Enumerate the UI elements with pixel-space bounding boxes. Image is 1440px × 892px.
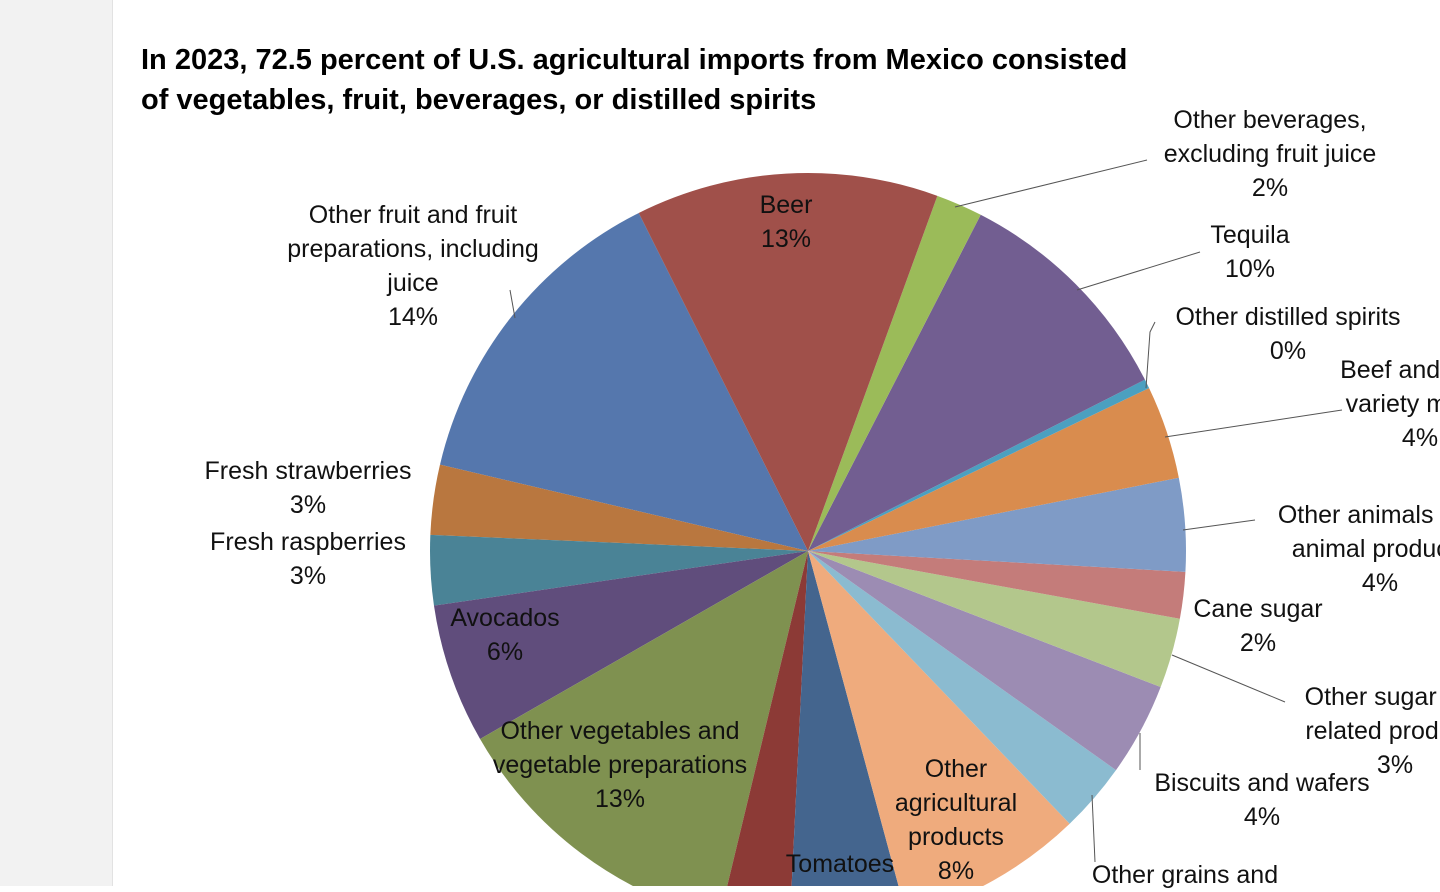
pie-slice xyxy=(808,214,1145,551)
pie-slice xyxy=(430,534,808,606)
slice-name: Fresh strawberries xyxy=(204,457,412,485)
slice-label: Other agricultural products 8% xyxy=(871,752,1041,888)
pie-slice xyxy=(808,551,1180,688)
slice-label: Other vegetables and vegetable preparati… xyxy=(490,714,750,816)
leader-line xyxy=(1171,654,1286,703)
slice-name: Fresh raspberries xyxy=(210,528,406,556)
leader-line xyxy=(1145,321,1156,389)
slice-name: Other vegetables and vegetable preparati… xyxy=(492,717,748,779)
pie-slice xyxy=(808,379,1150,551)
slice-value: 4% xyxy=(1361,569,1399,597)
pie-slice xyxy=(638,173,938,551)
slice-name: Other agricultural products xyxy=(894,755,1018,851)
slice-value: 3% xyxy=(289,491,327,519)
slice-value: 4% xyxy=(1401,424,1439,452)
slice-label: Beer 13% xyxy=(726,188,846,256)
slice-name: Biscuits and wafers xyxy=(1154,769,1370,797)
slice-value: 6% xyxy=(486,638,524,666)
slice-name: Cane sugar xyxy=(1193,595,1323,623)
slice-value: 13% xyxy=(594,785,646,813)
pie-slice xyxy=(808,551,1070,886)
slice-label: Other sugar and related products 3% xyxy=(1275,680,1440,782)
slice-value: 4% xyxy=(1243,803,1281,831)
pie-slice xyxy=(727,551,808,886)
slice-value: 3% xyxy=(289,562,327,590)
pie-slice xyxy=(808,477,1186,572)
slice-label: Tomatoes xyxy=(770,847,910,881)
slice-label: Tequila 10% xyxy=(1170,218,1330,286)
chart-title: In 2023, 72.5 percent of U.S. agricultur… xyxy=(141,44,1128,116)
slice-label: Other beverages, excluding fruit juice 2% xyxy=(1130,103,1410,205)
pie-slice xyxy=(808,388,1179,551)
slice-name: Tomatoes xyxy=(785,850,895,878)
pie-slice xyxy=(808,551,1186,619)
leader-line xyxy=(954,159,1148,208)
slice-value: 13% xyxy=(760,225,812,253)
slice-label: Avocados 6% xyxy=(430,601,580,669)
slice-name: Beer xyxy=(759,191,813,219)
pie-slice xyxy=(480,551,808,886)
slice-name: Other sugar and related products xyxy=(1304,683,1440,745)
slice-value: 0% xyxy=(1269,337,1307,365)
side-panel xyxy=(0,0,113,886)
leader-line xyxy=(1164,409,1343,438)
slice-value: 14% xyxy=(387,303,439,331)
slice-label: Biscuits and wafers 4% xyxy=(1122,766,1402,834)
pie-slice xyxy=(791,551,899,886)
slice-value: 2% xyxy=(1239,629,1277,657)
pie-slice xyxy=(430,464,808,551)
slice-name: Other grains and xyxy=(1091,861,1279,889)
slice-value: 10% xyxy=(1224,255,1276,283)
slice-value: 2% xyxy=(1251,174,1289,202)
slice-label: Beef and veal, variety meats 4% xyxy=(1320,353,1440,455)
slice-label: Fresh strawberries 3% xyxy=(178,454,438,522)
pie-slice xyxy=(808,551,1116,824)
slice-name: Other distilled spirits xyxy=(1175,303,1401,331)
slice-name: Tequila xyxy=(1210,221,1290,249)
slice-label: Fresh raspberries 3% xyxy=(178,525,438,593)
slice-name: Other animals and animal products xyxy=(1277,501,1440,563)
slice-label: Other grains and xyxy=(1055,858,1315,892)
leader-line xyxy=(1091,794,1096,863)
slice-value: 8% xyxy=(937,857,975,885)
pie-slice xyxy=(808,551,1161,771)
leader-line xyxy=(1076,251,1201,291)
slice-label: Other fruit and fruit preparations, incl… xyxy=(286,198,541,334)
leader-lines xyxy=(509,159,1343,863)
slice-name: Other beverages, excluding fruit juice xyxy=(1163,106,1377,168)
slice-name: Avocados xyxy=(450,604,560,632)
slice-label: Cane sugar 2% xyxy=(1168,592,1348,660)
slice-value: 3% xyxy=(1376,751,1414,779)
slice-label: Other distilled spirits 0% xyxy=(1143,300,1433,368)
leader-line xyxy=(509,289,516,319)
pie-slice xyxy=(808,195,981,551)
leader-line xyxy=(1182,519,1256,531)
pie-slice xyxy=(439,213,808,551)
slice-name: Other fruit and fruit preparations, incl… xyxy=(287,201,539,297)
slice-label: Other animals and animal products 4% xyxy=(1245,498,1440,600)
pie-slice xyxy=(433,551,808,740)
slice-name: Beef and veal, variety meats xyxy=(1340,356,1440,418)
